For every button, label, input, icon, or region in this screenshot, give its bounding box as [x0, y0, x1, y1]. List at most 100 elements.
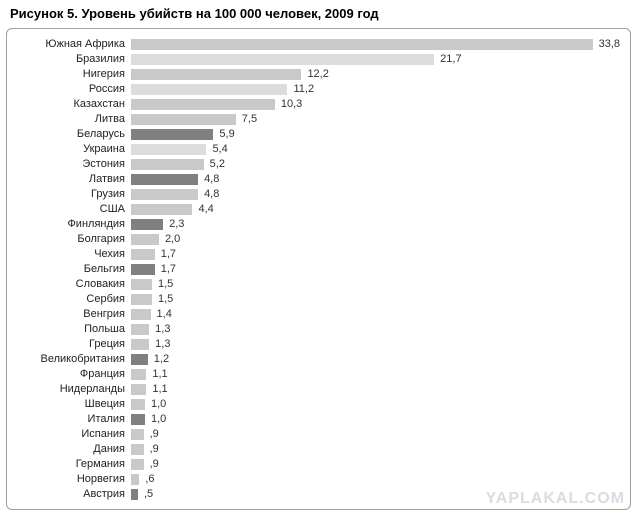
bar-label: Великобритания: [17, 352, 131, 367]
bar-value: 2,3: [163, 217, 184, 232]
bar-track: 2,3: [131, 217, 620, 232]
bar-value: 5,9: [213, 127, 234, 142]
bar: [131, 384, 146, 395]
bar-label: Бразилия: [17, 52, 131, 67]
bar: [131, 489, 138, 500]
bar-label: Венгрия: [17, 307, 131, 322]
bar-value: 1,3: [149, 337, 170, 352]
bar-row: Финляндия 2,3: [17, 217, 620, 232]
bar-row: Дания,9: [17, 442, 620, 457]
bar-label: Грузия: [17, 187, 131, 202]
bar-row: Беларусь5,9: [17, 127, 620, 142]
bar: [131, 84, 287, 95]
bar-track: 5,9: [131, 127, 620, 142]
bar-value: 10,3: [275, 97, 302, 112]
bar: [131, 39, 593, 50]
bar-row: Болгария2,0: [17, 232, 620, 247]
bar: [131, 234, 159, 245]
bar-track: 1,7: [131, 262, 620, 277]
bar: [131, 369, 146, 380]
bar-value: 1,7: [155, 247, 176, 262]
bar-label: Дания: [17, 442, 131, 457]
bar-track: 4,8: [131, 172, 620, 187]
bar-value: 2,0: [159, 232, 180, 247]
bar-label: Эстония: [17, 157, 131, 172]
bar-label: Нигерия: [17, 67, 131, 82]
bar-label: США: [17, 202, 131, 217]
bar-value: 33,8: [593, 37, 620, 52]
bar-track: 1,1: [131, 382, 620, 397]
bar-track: 10,3: [131, 97, 620, 112]
bar-row: Греция1,3: [17, 337, 620, 352]
bar: [131, 114, 236, 125]
bar: [131, 204, 192, 215]
bar: [131, 354, 148, 365]
bar-track: 12,2: [131, 67, 620, 82]
bar-value: 4,8: [198, 172, 219, 187]
bar-value: 1,1: [146, 382, 167, 397]
bar-row: Норвегия,6: [17, 472, 620, 487]
bar-value: 7,5: [236, 112, 257, 127]
bar-track: 5,2: [131, 157, 620, 172]
bar-row: Испания ,9: [17, 427, 620, 442]
bar-label: Словакия: [17, 277, 131, 292]
bar-value: ,9: [144, 427, 159, 442]
bar: [131, 414, 145, 425]
bar: [131, 174, 198, 185]
bar-row: Италия1,0: [17, 412, 620, 427]
bar-label: Германия: [17, 457, 131, 472]
bar-value: ,9: [144, 457, 159, 472]
bar-value: 5,4: [206, 142, 227, 157]
bar-row: Южная Африка 33,8: [17, 37, 620, 52]
bar-label: Казахстан: [17, 97, 131, 112]
bar: [131, 399, 145, 410]
bar-track: ,9: [131, 427, 620, 442]
bar-value: ,5: [138, 487, 153, 502]
bar: [131, 339, 149, 350]
bar-label: Южная Африка: [17, 37, 131, 52]
bar-track: 21,7: [131, 52, 620, 67]
bar-row: Литва 7,5: [17, 112, 620, 127]
bar-track: 11,2: [131, 82, 620, 97]
bar-track: ,9: [131, 442, 620, 457]
bar-value: 5,2: [204, 157, 225, 172]
bar-value: 1,2: [148, 352, 169, 367]
bar-row: Германия ,9: [17, 457, 620, 472]
bar-label: Швеция: [17, 397, 131, 412]
bar-track: 1,5: [131, 277, 620, 292]
bar-value: 4,4: [192, 202, 213, 217]
bar-row: Швеция 1,0: [17, 397, 620, 412]
bar: [131, 309, 151, 320]
bar: [131, 144, 206, 155]
bar: [131, 429, 144, 440]
bar-label: Норвегия: [17, 472, 131, 487]
bar-label: Литва: [17, 112, 131, 127]
bar-track: 1,0: [131, 412, 620, 427]
bar-label: Австрия: [17, 487, 131, 502]
bar: [131, 474, 139, 485]
canvas: Рисунок 5. Уровень убийств на 100 000 че…: [0, 0, 637, 520]
bar-value: 1,0: [145, 397, 166, 412]
bar-track: 5,4: [131, 142, 620, 157]
bar-row: Нидерланды1,1: [17, 382, 620, 397]
bar-value: 4,8: [198, 187, 219, 202]
bar: [131, 459, 144, 470]
bar: [131, 264, 155, 275]
bar-label: Финляндия: [17, 217, 131, 232]
bar-track: 1,3: [131, 337, 620, 352]
bar: [131, 159, 204, 170]
bar-row: Нигерия12,2: [17, 67, 620, 82]
bar-track: 1,5: [131, 292, 620, 307]
bar: [131, 129, 213, 140]
bar: [131, 219, 163, 230]
bar: [131, 69, 301, 80]
bar-label: Россия: [17, 82, 131, 97]
bar-label: Польша: [17, 322, 131, 337]
bar-value: 1,7: [155, 262, 176, 277]
bar-value: 1,3: [149, 322, 170, 337]
bar-value: 1,4: [151, 307, 172, 322]
bar-value: 1,5: [152, 277, 173, 292]
bar-label: Испания: [17, 427, 131, 442]
bar-row: Польша 1,3: [17, 322, 620, 337]
bar: [131, 249, 155, 260]
